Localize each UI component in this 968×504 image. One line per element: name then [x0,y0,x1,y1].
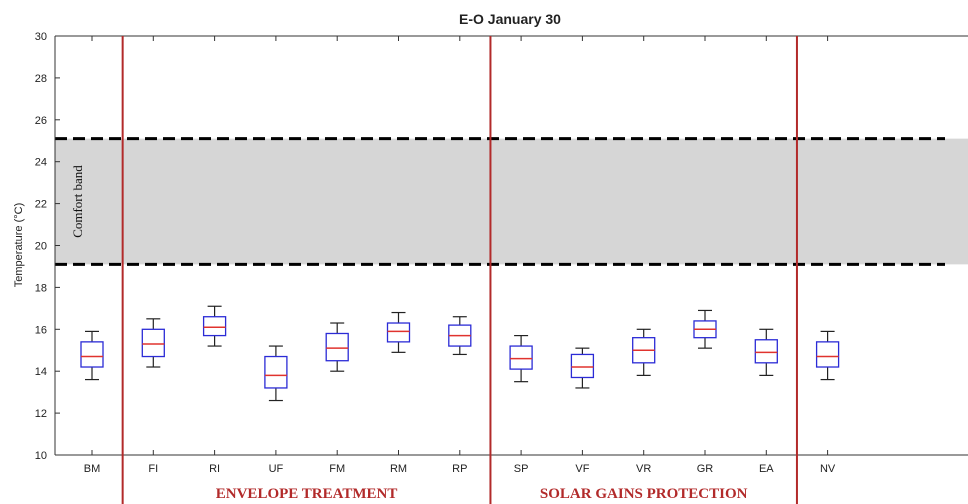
labels-layer: BM FI RI UF FM RM RP SP VF VR GR EA NV ENVELOPE TREAT… [84,463,836,502]
box-rm [386,311,411,353]
x-tick-label: VF [575,463,589,475]
x-tick-label: BM [84,463,101,475]
box-vf [570,347,595,389]
axes-layer: 10 12 14 16 18 20 22 24 26 28 30 [35,31,968,462]
box-gr [693,309,717,349]
x-tick-label: RI [209,463,220,475]
x-tick-label: RP [452,463,467,475]
x-tick-label: FI [148,463,158,475]
y-tick-label: 18 [35,282,47,294]
y-tick-label: 30 [35,31,47,43]
x-tick-label: VR [636,463,651,475]
iqr-box [141,328,165,358]
box-uf [264,345,288,402]
x-tick-label: FM [329,463,345,475]
comfort-band-label: Comfort band [70,165,85,238]
iqr-box [815,341,840,368]
y-axis-label: Temperature (°C) [13,203,25,287]
box-fm [325,322,349,372]
chart-title: E-O January 30 [459,11,561,27]
comfort-band-layer: Comfort band [55,137,968,266]
y-tick-label: 24 [35,157,47,169]
group-label: ENVELOPE TREATMENT [216,486,398,502]
box-nv [815,330,840,381]
x-tick-label: NV [820,463,836,475]
box-vr [632,328,656,376]
boxes-layer [80,305,840,402]
x-tick-label: UF [269,463,284,475]
y-tick-label: 16 [35,324,47,336]
group-label: SOLAR GAINS PROTECTION [540,486,748,502]
divider-layer [121,36,798,504]
box-sp [509,334,533,383]
y-tick-label: 26 [35,115,47,127]
y-tick-label: 14 [35,366,47,378]
iqr-box [325,332,349,362]
box-rp [448,316,472,356]
y-tick-label: 12 [35,408,47,420]
x-tick-label: GR [697,463,714,475]
iqr-box [264,355,288,389]
y-tick-label: 28 [35,73,47,85]
y-tick-label: 10 [35,450,47,462]
iqr-box [754,339,778,364]
box-fi [141,318,165,368]
iqr-box [570,353,595,379]
iqr-box [80,341,104,368]
iqr-box [509,345,533,370]
box-ri [202,305,227,347]
comfort-band [55,138,968,265]
x-tick-label: RM [390,463,407,475]
box-bm [80,330,104,381]
iqr-box [386,322,411,343]
box-ea [754,328,778,376]
y-tick-label: 22 [35,199,47,211]
x-tick-label: EA [759,463,774,475]
iqr-box [202,316,227,337]
x-tick-label: SP [514,463,529,475]
y-tick-label: 20 [35,241,47,253]
